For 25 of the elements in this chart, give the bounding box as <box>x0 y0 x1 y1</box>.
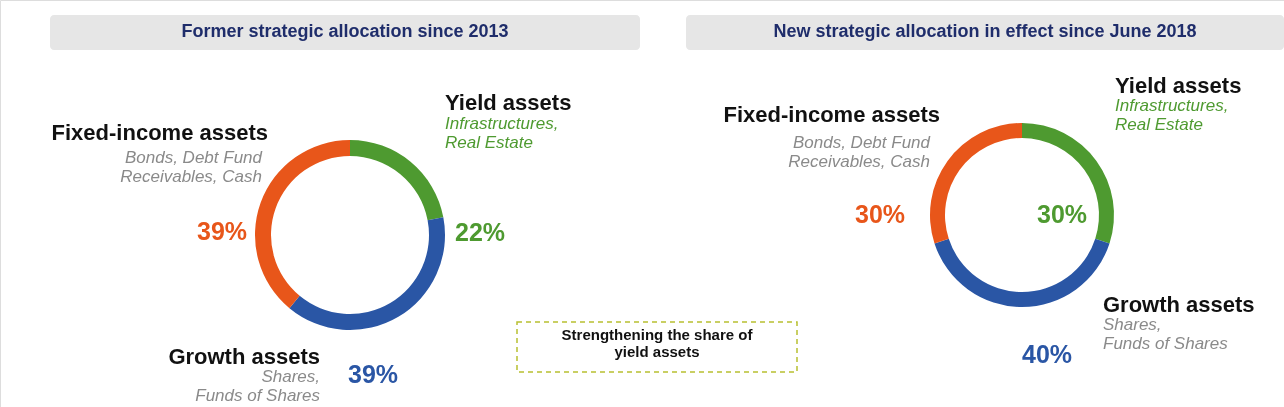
slice-label: Growth assets <box>1103 292 1255 317</box>
chart-title: New strategic allocation in effect since June 2018 <box>773 21 1197 41</box>
data-label: 22% <box>454 218 506 246</box>
data-label: 39% <box>196 217 248 245</box>
text: Infrastructures, Real Estate <box>1115 96 1229 134</box>
data-label: 39% <box>347 360 399 388</box>
text: Bonds, Debt Fund Receivables, Cash <box>788 133 931 171</box>
donut-slice <box>289 217 445 330</box>
text: Bonds, Debt Fund Receivables, Cash <box>120 148 263 186</box>
donut-slice <box>1022 123 1114 244</box>
donut-slice <box>930 123 1022 244</box>
slice-label: Fixed-income assets <box>723 102 940 127</box>
data-label: 30% <box>1036 200 1088 228</box>
text: Strengthening the share of yield assets <box>561 326 754 360</box>
slice-label: Yield assets <box>1115 73 1242 98</box>
text: Shares, Funds of Shares <box>1103 315 1229 353</box>
slice-label: Yield assets <box>445 90 572 115</box>
data-label: 40% <box>1021 340 1073 368</box>
slice-label: Fixed-income assets <box>51 120 268 145</box>
text: Shares, Funds of Shares <box>195 367 321 405</box>
data-label: 30% <box>854 200 906 228</box>
chart-title: Former strategic allocation since 2013 <box>181 21 509 41</box>
donut-slice <box>350 140 444 221</box>
text: Infrastructures, Real Estate <box>445 114 559 152</box>
slice-label: Growth assets <box>168 344 320 369</box>
